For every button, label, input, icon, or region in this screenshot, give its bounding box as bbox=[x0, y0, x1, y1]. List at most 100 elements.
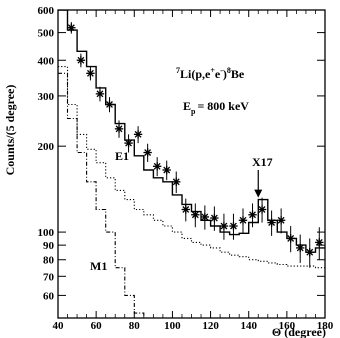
x-tick-label: 140 bbox=[240, 320, 257, 332]
y-axis-title: Counts/(5 degree) bbox=[3, 85, 17, 176]
series-2-histogram-dotted bbox=[58, 66, 325, 269]
data-point bbox=[191, 203, 200, 228]
y-tick-label: 300 bbox=[38, 91, 55, 103]
data-point bbox=[276, 208, 286, 234]
data-point bbox=[248, 203, 257, 228]
reaction-element-a: Li(p,e bbox=[180, 67, 211, 81]
star-marker-stroke bbox=[306, 248, 314, 256]
star-marker-stroke bbox=[268, 219, 276, 226]
star-marker-stroke bbox=[287, 235, 295, 242]
star-marker-stroke bbox=[115, 125, 123, 133]
x-tick-label: 80 bbox=[129, 320, 141, 332]
star-marker-stroke bbox=[106, 101, 113, 108]
data-point bbox=[76, 53, 86, 68]
y-tick-label: 90 bbox=[43, 240, 55, 252]
reaction-element-e: e bbox=[215, 67, 221, 81]
star-marker-stroke bbox=[67, 24, 75, 32]
y-tick-label: 100 bbox=[38, 227, 55, 239]
x17-arrow-head bbox=[254, 189, 263, 198]
plot-layer bbox=[58, 10, 325, 318]
e1-label: E1 bbox=[115, 149, 129, 163]
data-point bbox=[162, 160, 171, 181]
y-tick-label: 200 bbox=[38, 141, 55, 153]
star-marker-stroke bbox=[239, 216, 247, 224]
data-point bbox=[286, 226, 295, 253]
reaction-mass-a: 7 bbox=[176, 66, 180, 75]
y-tick-label: 70 bbox=[43, 271, 55, 283]
star-marker-stroke bbox=[249, 211, 256, 219]
star-marker-stroke bbox=[144, 149, 152, 156]
energy-label: Ep = 800 keV bbox=[183, 99, 249, 116]
star-marker-stroke bbox=[220, 222, 228, 230]
reaction-sup-plus: + bbox=[210, 66, 215, 75]
star-marker-stroke bbox=[277, 216, 285, 224]
star-marker-stroke bbox=[315, 238, 323, 246]
energy-value: = 800 keV bbox=[197, 99, 249, 113]
star-marker-stroke bbox=[182, 206, 190, 213]
data-point bbox=[210, 206, 219, 231]
y-tick-label: 80 bbox=[43, 255, 55, 267]
star-marker-stroke bbox=[210, 214, 218, 222]
data-point bbox=[143, 143, 152, 163]
y-tick-label: 400 bbox=[38, 55, 55, 67]
reaction-mass-b: 8 bbox=[227, 66, 231, 75]
data-point bbox=[124, 134, 133, 153]
star-marker-stroke bbox=[201, 213, 209, 221]
axis-layer: 40 60 80 100 120 140 160 1806070809010020030040… bbox=[38, 5, 334, 332]
data-point bbox=[105, 97, 114, 113]
star-marker-stroke bbox=[153, 162, 161, 170]
data-point bbox=[86, 66, 95, 81]
star-marker-stroke bbox=[134, 130, 142, 138]
x17-label: X17 bbox=[252, 155, 273, 169]
data-point bbox=[67, 22, 76, 34]
star-marker-stroke bbox=[86, 69, 94, 77]
star-marker-stroke bbox=[96, 90, 104, 98]
plot-area bbox=[58, 10, 325, 318]
star-marker-stroke bbox=[191, 211, 199, 219]
m1-label: M1 bbox=[90, 259, 107, 273]
data-point bbox=[200, 205, 210, 230]
energy-symbol: E bbox=[183, 99, 191, 113]
x17-arrow bbox=[254, 170, 263, 198]
star-marker-stroke bbox=[296, 244, 304, 252]
data-point bbox=[95, 86, 105, 102]
data-point bbox=[238, 208, 248, 234]
data-point bbox=[257, 197, 267, 223]
series-1-histogram-solid bbox=[58, 10, 325, 253]
y-tick-label: 600 bbox=[38, 5, 55, 17]
x-tick-label: 100 bbox=[164, 320, 181, 332]
data-point bbox=[305, 238, 314, 268]
star-marker-stroke bbox=[163, 166, 171, 174]
star-marker-stroke bbox=[258, 206, 266, 213]
star-marker-stroke bbox=[125, 139, 132, 147]
x-tick-label: 60 bbox=[91, 320, 103, 332]
x-tick-label: 120 bbox=[202, 320, 219, 332]
y-tick-label: 500 bbox=[38, 28, 55, 40]
data-point bbox=[152, 157, 162, 177]
reaction-close: ) bbox=[223, 67, 227, 81]
series-3-histogram-dashdot bbox=[58, 72, 163, 318]
energy-subscript: p bbox=[191, 107, 196, 116]
y-tick-label: 60 bbox=[43, 290, 55, 302]
x-tick-label: 160 bbox=[279, 320, 296, 332]
data-point bbox=[296, 234, 305, 263]
reaction-element-b: Be bbox=[231, 67, 245, 81]
star-marker-stroke bbox=[230, 222, 237, 230]
reaction-sup-minus: - bbox=[220, 66, 223, 75]
data-point bbox=[114, 120, 124, 138]
star-marker-stroke bbox=[77, 56, 85, 64]
star-marker-stroke bbox=[172, 178, 180, 186]
data-point bbox=[219, 213, 229, 240]
x-tick-label: 40 bbox=[53, 320, 65, 332]
data-point bbox=[315, 227, 324, 260]
data-point bbox=[229, 213, 238, 240]
x-tick-label: 180 bbox=[317, 320, 334, 332]
x-axis-title: Θ (degree) bbox=[272, 325, 326, 338]
data-point bbox=[133, 126, 143, 144]
data-point bbox=[172, 171, 181, 194]
data-point bbox=[267, 210, 276, 236]
data-point bbox=[181, 198, 190, 222]
reaction-label: 7Li(p,e+e-)8Be bbox=[176, 66, 245, 81]
